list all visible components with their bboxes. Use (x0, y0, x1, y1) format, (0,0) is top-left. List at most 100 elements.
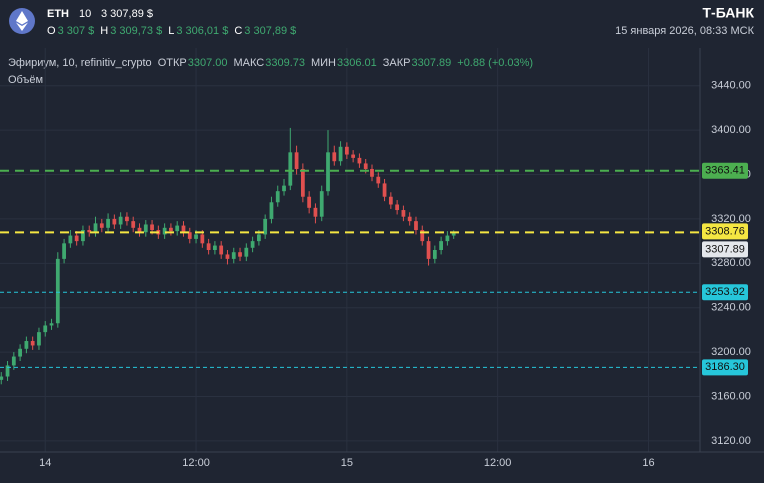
price-level-tag (702, 241, 748, 258)
y-tick-label: 3400.00 (711, 124, 751, 136)
candle-body (344, 146, 349, 155)
candle-body (282, 185, 286, 192)
interval: 10 (79, 8, 91, 20)
candle-body (426, 241, 431, 259)
candle-body (175, 225, 180, 232)
x-tick-label: 14 (39, 457, 51, 469)
ohlc-value: 3 307 $ (58, 25, 95, 37)
candle-body (99, 223, 104, 228)
x-tick-label: 12:00 (182, 457, 210, 469)
candle-body (395, 204, 400, 211)
symbol: ETH (47, 8, 69, 20)
candle-body (338, 146, 343, 162)
candle-body (106, 218, 110, 228)
legend-value: 3309.73 (265, 57, 305, 69)
candle-body (137, 227, 142, 233)
brand: Т‑БАНК (702, 5, 754, 21)
candle-body (200, 234, 205, 244)
ohlc-key: C (234, 25, 242, 37)
y-tick-label: 3240.00 (711, 302, 751, 314)
candle-body (62, 243, 66, 259)
candle-body (169, 227, 173, 232)
price-level-tag (702, 223, 748, 240)
legend-value: 3307.89 (412, 57, 452, 69)
candle-body (307, 196, 312, 208)
y-tick-label: 3120.00 (711, 435, 751, 447)
candle-body (401, 210, 406, 217)
datetime: 15 января 2026, 08:33 МСК (615, 25, 754, 37)
ohlc-key: O (47, 25, 56, 37)
candle-body (43, 325, 48, 333)
candle-body (257, 234, 261, 242)
candle-body (81, 230, 85, 242)
candle-body (206, 243, 211, 250)
x-tick-label: 12:00 (484, 457, 512, 469)
legend-value: 3306.01 (337, 57, 377, 69)
candle-body (11, 356, 16, 366)
candle-body (269, 202, 274, 219)
candle-body (181, 225, 186, 233)
candle-body (357, 157, 362, 164)
y-tick-label: 3280.00 (711, 257, 751, 269)
candle-body (300, 168, 305, 197)
candle-body (213, 245, 217, 250)
y-tick-label: 3200.00 (711, 346, 751, 358)
candle-body (238, 252, 242, 257)
candle-body (432, 250, 437, 259)
grid (0, 48, 700, 452)
candle-body (363, 163, 368, 169)
candle-body (118, 216, 123, 225)
candle-body (0, 376, 4, 380)
candle-body (445, 235, 450, 242)
legend-key: МИН (311, 57, 336, 69)
price-level-label: 3307.89 (705, 243, 745, 255)
price-level-label: 3308.76 (705, 225, 745, 237)
candle-body (351, 154, 356, 158)
price-level-label: 3363.41 (705, 165, 745, 177)
chart-title: Эфириум, 10, refinitiv_crypto (8, 57, 152, 69)
candle-body (288, 152, 293, 186)
candle-body (18, 348, 22, 357)
price: 3 307,89 $ (101, 8, 153, 20)
candle-body (49, 323, 54, 326)
candle-body (125, 216, 129, 222)
candle-body (162, 227, 167, 235)
candle-body (250, 241, 255, 248)
candle-body (376, 176, 381, 184)
candle-body (332, 152, 337, 162)
price-level-tag (702, 284, 748, 301)
candle-body (420, 230, 425, 242)
candle-body (294, 152, 299, 169)
candle-body (319, 191, 324, 217)
candle-body (112, 218, 117, 225)
ohlc-key: H (100, 25, 108, 37)
candle-body (150, 224, 154, 231)
candle-body (439, 241, 443, 250)
candle-body (382, 183, 387, 197)
ohlc-value: 3 307,89 $ (244, 25, 296, 37)
candle-body (68, 235, 73, 244)
legend-key: ОТКР (158, 57, 187, 69)
candle-body (219, 245, 224, 255)
price-level-tag (702, 359, 748, 376)
candle-body (93, 223, 98, 233)
ohlc-value: 3 306,01 $ (176, 25, 228, 37)
price-level-tag (702, 162, 748, 179)
candle-body (388, 196, 393, 205)
candle-body (187, 232, 192, 239)
candle-body (326, 152, 330, 192)
ohlc-key: L (168, 25, 174, 37)
candle-body (231, 252, 236, 259)
candle-body (407, 216, 412, 222)
candle-body (370, 168, 374, 177)
chart-subtitle: Объём (8, 74, 43, 86)
candle-body (37, 332, 41, 346)
y-tick-label: 3160.00 (711, 390, 751, 402)
x-tick-label: 15 (341, 457, 353, 469)
candle-body (30, 341, 35, 346)
candle-body (24, 341, 29, 349)
candle-body (143, 224, 148, 233)
candle-body (74, 235, 79, 242)
